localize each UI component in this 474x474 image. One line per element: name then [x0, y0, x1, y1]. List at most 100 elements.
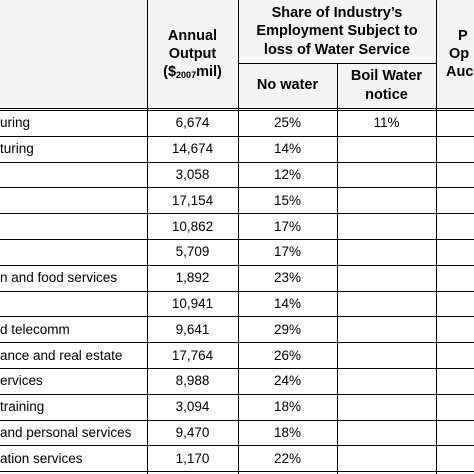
cell-industry: ance and real estate: [0, 347, 123, 363]
cell-no-water: 15%: [273, 192, 302, 208]
cell-boil-water: [337, 136, 436, 162]
cell-right-cutoff: [436, 394, 474, 420]
cell-no-water: 18%: [273, 424, 302, 440]
cell-industry: [0, 162, 147, 188]
cell-annual-output: 3,094: [175, 399, 210, 415]
cell-boil-water: [337, 187, 436, 213]
grid-line: [0, 445, 474, 446]
header-annual-output-line3: ($2007mil): [163, 64, 222, 80]
cell-no-water: 22%: [273, 450, 302, 466]
cell-no-water: 25%: [273, 115, 302, 131]
cell-annual-output: 1,892: [175, 270, 210, 286]
header-share-line3: loss of Water Service: [263, 41, 411, 58]
cell-annual-output: 17,154: [171, 192, 214, 208]
header-right-cutoff: P Op Auck: [436, 0, 474, 108]
cell-industry: n and food services: [0, 270, 118, 286]
cell-no-water: 14%: [273, 295, 302, 311]
cell-right-cutoff: [436, 162, 474, 188]
cell-no-water: 18%: [273, 399, 302, 415]
header-share-line2: Employment Subject to: [256, 23, 418, 40]
grid-line: [238, 0, 239, 474]
grid-line: [0, 213, 474, 214]
grid-line: [0, 162, 474, 163]
cell-boil-water: [337, 291, 436, 317]
cell-right-cutoff: [436, 445, 474, 471]
cell-right-cutoff: [436, 110, 474, 136]
grid-line: [0, 316, 474, 317]
cell-right-cutoff: [436, 213, 474, 239]
cell-boil-water: [337, 420, 436, 446]
grid-line: [0, 471, 474, 472]
cell-right-cutoff: [436, 265, 474, 291]
cell-no-water: 17%: [273, 218, 302, 234]
grid-line: [0, 291, 474, 292]
cell-no-water: 12%: [273, 166, 302, 182]
header-share-line1: Share of Industry’s: [271, 5, 403, 22]
header-no-water: No water: [238, 63, 337, 108]
cell-annual-output: 6,674: [175, 115, 210, 131]
cell-annual-output: 9,641: [175, 321, 210, 337]
cell-boil-water: [337, 162, 436, 188]
cell-right-cutoff: [436, 316, 474, 342]
grid-line: [337, 63, 338, 474]
cell-industry: and personal services: [0, 424, 132, 440]
cell-right-cutoff: [436, 239, 474, 265]
cell-annual-output: 5,709: [175, 244, 210, 260]
cell-no-water: 14%: [273, 141, 302, 157]
header-annual-output: Annual Output ($2007mil): [147, 0, 238, 108]
grid-line: [0, 394, 474, 395]
cell-industry: turing: [0, 141, 34, 157]
header-boil-water-notice: Boil Water notice: [337, 63, 436, 108]
cell-boil-water: [337, 342, 436, 368]
grid-line: [436, 0, 437, 474]
cell-no-water: 29%: [273, 321, 302, 337]
grid-line: [0, 239, 474, 240]
cell-boil-water: 11%: [373, 115, 400, 131]
grid-line: [0, 108, 474, 109]
cell-annual-output: 10,862: [171, 218, 214, 234]
header-share-employment: Share of Industry’s Employment Subject t…: [238, 0, 436, 63]
cell-right-cutoff: [436, 342, 474, 368]
cell-no-water: 26%: [273, 347, 302, 363]
header-right-line3: Auck: [446, 64, 474, 81]
cell-annual-output: 3,058: [175, 166, 210, 182]
header-boil-line1: Boil Water: [350, 68, 423, 85]
grid-line: [0, 187, 474, 188]
cell-no-water: 17%: [273, 244, 302, 260]
header-industry: [0, 0, 147, 108]
grid-line: [0, 136, 474, 137]
cell-industry: [0, 291, 147, 317]
grid-line: [0, 420, 474, 421]
cell-annual-output: 9,470: [175, 424, 210, 440]
header-annual-output-line2: Output: [168, 45, 217, 62]
grid-line: [0, 110, 474, 111]
cell-industry: d telecomm: [0, 321, 70, 337]
cell-right-cutoff: [436, 420, 474, 446]
cell-right-cutoff: [436, 136, 474, 162]
cell-industry: [0, 239, 147, 265]
header-right-line2: Op: [449, 45, 470, 62]
cell-industry: [0, 213, 147, 239]
cell-annual-output: 1,170: [175, 450, 210, 466]
grid-line: [147, 0, 148, 474]
cell-right-cutoff: [436, 291, 474, 317]
cell-annual-output: 17,764: [171, 347, 214, 363]
cell-boil-water: [337, 213, 436, 239]
cell-industry: training: [0, 399, 45, 415]
cell-annual-output: 8,988: [175, 373, 210, 389]
header-annual-output-line1: Annual: [167, 27, 218, 44]
header-right-line1: P: [458, 27, 468, 44]
cell-industry: [0, 187, 147, 213]
cell-right-cutoff: [436, 368, 474, 394]
cell-industry: ervices: [0, 373, 43, 389]
grid-line: [0, 265, 474, 266]
cell-boil-water: [337, 316, 436, 342]
header-boil-line2: notice: [365, 86, 408, 103]
cell-right-cutoff: [436, 187, 474, 213]
cell-industry: ation services: [0, 450, 83, 466]
grid-line: [0, 368, 474, 369]
cell-annual-output: 14,674: [171, 141, 214, 157]
cell-boil-water: [337, 445, 436, 471]
cell-boil-water: [337, 265, 436, 291]
